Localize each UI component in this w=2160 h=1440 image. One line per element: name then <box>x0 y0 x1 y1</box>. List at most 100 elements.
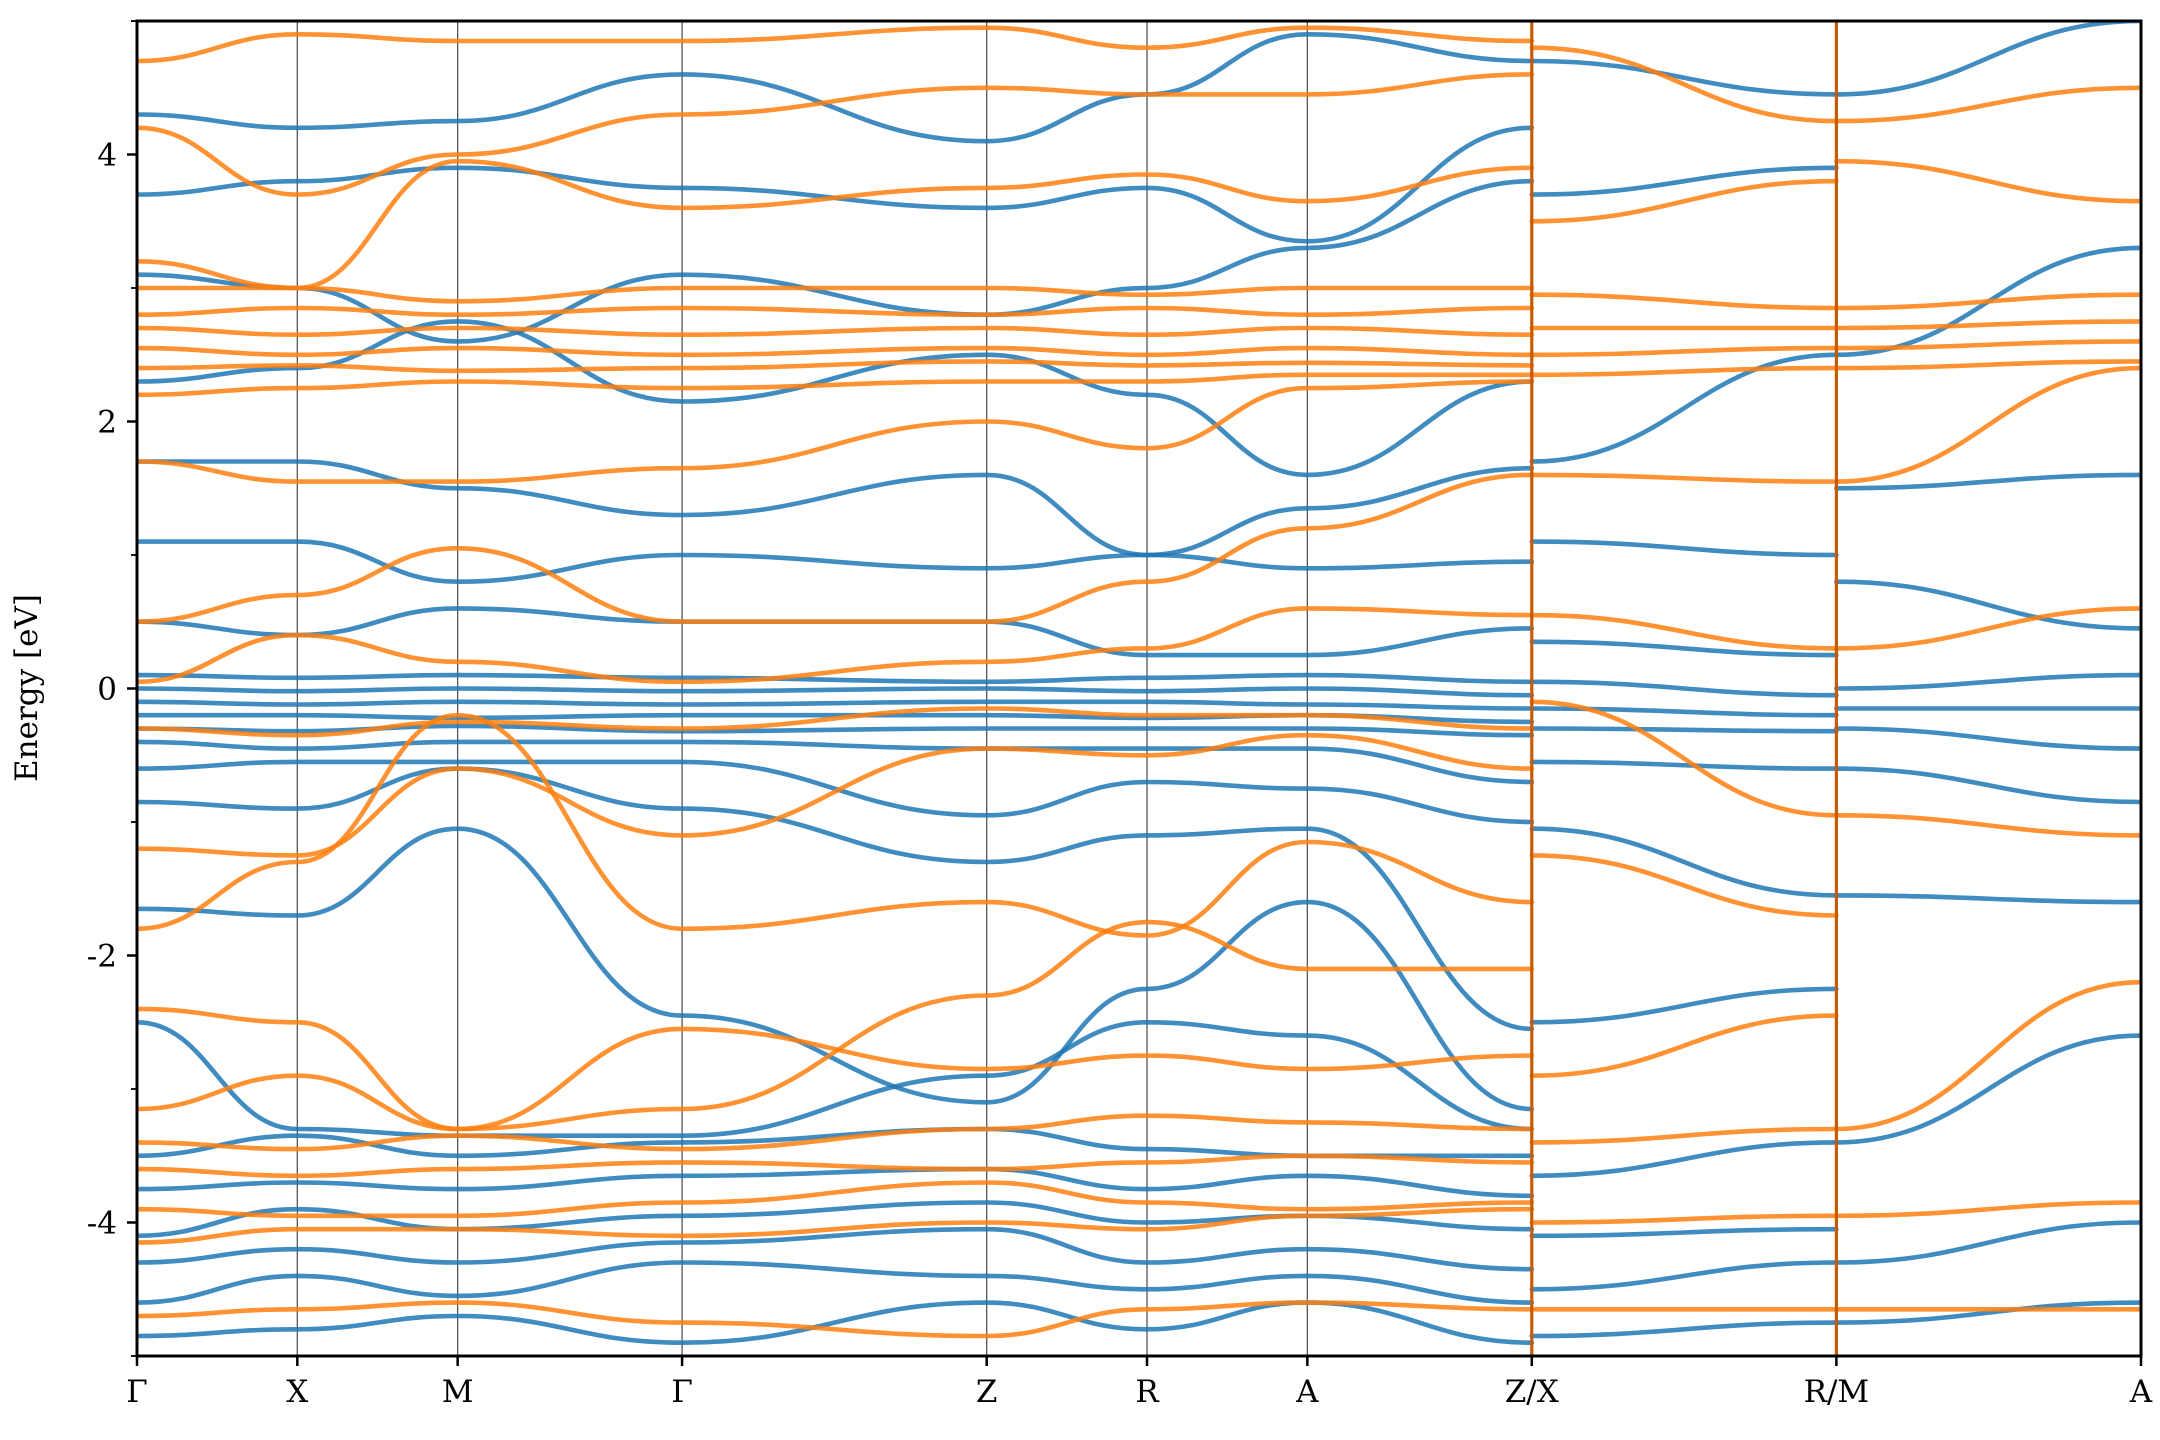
band-line-spin-up <box>1834 672 2141 691</box>
band-line-spin-up <box>137 1260 1535 1305</box>
band-line-spin-down <box>1529 1013 1839 1078</box>
band-line-spin-up <box>137 1166 1535 1199</box>
band-line-spin-down <box>1834 1200 2141 1219</box>
band-line-spin-down <box>1834 365 2141 484</box>
band-line-spin-up <box>1529 986 1839 1025</box>
band-line-spin-down <box>137 25 1535 64</box>
band-line-spin-up <box>1834 1300 2141 1325</box>
x-tick-label: R <box>1135 1374 1160 1410</box>
y-tick-label: 4 <box>97 138 117 174</box>
x-tick-label: Γ <box>671 1374 693 1410</box>
band-line-spin-down <box>1529 699 1839 818</box>
band-line-spin-up <box>137 766 1535 1032</box>
band-line-spin-up <box>1529 759 1839 771</box>
band-line-spin-down <box>1834 85 2141 124</box>
band-line-spin-down <box>137 706 1535 738</box>
x-tick-label: Γ <box>126 1374 148 1410</box>
band-line-spin-up <box>1529 1140 1839 1179</box>
band-line-spin-up <box>137 178 1535 344</box>
band-line-spin-up <box>1529 1260 1839 1292</box>
band-line-spin-up <box>1529 539 1839 558</box>
band-line-spin-down <box>1834 319 2141 331</box>
y-axis-label: Energy [eV] <box>9 594 45 782</box>
band-line-spin-up <box>137 125 1535 244</box>
band-line-spin-up <box>1834 893 2141 905</box>
band-line-spin-down <box>1529 292 1839 311</box>
band-line-spin-down <box>1834 606 2141 651</box>
band-line-spin-up <box>1529 726 1839 734</box>
band-line-spin-up <box>137 1020 1535 1139</box>
x-tick-label: M <box>442 1374 474 1410</box>
band-line-spin-down <box>1529 472 1839 484</box>
band-line-spin-up <box>137 672 1535 685</box>
y-axis: -4 -2 0 2 4 <box>87 20 137 1357</box>
band-line-spin-down <box>1834 292 2141 311</box>
band-line-spin-up <box>1834 1033 2141 1145</box>
y-tick-label: 2 <box>97 405 117 441</box>
band-line-spin-up <box>1834 21 2141 97</box>
band-line-spin-up <box>137 686 1535 698</box>
y-tick-label: 0 <box>97 672 117 708</box>
band-line-spin-up <box>1834 1220 2141 1265</box>
band-line-spin-up <box>137 723 1535 738</box>
band-line-spin-down <box>1834 339 2141 351</box>
band-line-spin-up <box>1834 472 2141 491</box>
band-line-spin-up <box>1834 766 2141 805</box>
bands <box>137 21 2141 1345</box>
band-line-spin-down <box>1529 345 1839 358</box>
band-line-spin-down <box>1529 1126 1839 1145</box>
band-line-spin-up <box>1529 58 1839 97</box>
band-line-spin-down <box>137 372 1535 398</box>
band-line-spin-up <box>137 759 1535 825</box>
band-line-spin-down <box>137 345 1535 358</box>
band-line-spin-down <box>1529 178 1839 224</box>
band-line-spin-down <box>137 1300 1535 1339</box>
segment-breaks <box>1530 21 1838 1356</box>
band-line-spin-down <box>137 732 1535 858</box>
band-line-spin-down <box>1529 365 1839 378</box>
band-line-spin-down <box>1834 359 2141 371</box>
band-line-spin-up <box>1529 679 1839 698</box>
band-line-spin-up <box>137 319 1535 478</box>
band-line-spin-up <box>137 31 1535 144</box>
y-tick-label: -4 <box>87 1206 117 1242</box>
band-line-spin-up <box>1834 726 2141 751</box>
band-line-spin-down <box>1529 853 1839 918</box>
band-line-spin-up <box>1529 639 1839 658</box>
band-line-spin-down <box>1834 813 2141 838</box>
band-line-spin-down <box>137 305 1535 317</box>
band-line-spin-up <box>137 739 1535 785</box>
band-line-spin-down <box>1529 1213 1839 1225</box>
band-line-spin-down <box>137 1180 1535 1219</box>
band-line-spin-down <box>137 1206 1535 1245</box>
band-line-spin-down <box>1834 979 2141 1132</box>
band-line-spin-down <box>137 72 1535 197</box>
band-line-spin-up <box>1834 579 2141 631</box>
y-tick-label: -2 <box>87 939 117 975</box>
band-line-spin-up <box>137 699 1535 711</box>
band-line-spin-down <box>137 1006 1535 1132</box>
band-line-spin-down <box>137 325 1535 337</box>
band-line-spin-up <box>137 826 1535 1112</box>
band-line-spin-down <box>137 285 1535 304</box>
band-line-spin-up <box>137 1226 1535 1272</box>
x-tick-label: X <box>286 1374 308 1410</box>
x-tick-label: Z/X <box>1505 1374 1559 1410</box>
x-tick-label: A <box>2129 1374 2153 1410</box>
band-line-spin-up <box>1529 1226 1839 1239</box>
band-line-spin-down <box>137 1113 1535 1152</box>
band-line-spin-down <box>1834 158 2141 204</box>
band-line-spin-up <box>1529 1320 1839 1339</box>
x-tick-label: A <box>1295 1374 1319 1410</box>
band-line-spin-down <box>137 919 1535 1132</box>
band-line-spin-up <box>137 539 1535 584</box>
band-line-spin-up <box>1529 352 1839 464</box>
band-line-spin-down <box>1529 612 1839 651</box>
band-line-spin-up <box>1529 826 1839 898</box>
x-tick-label: R/M <box>1804 1374 1870 1410</box>
band-line-spin-down <box>137 359 1535 374</box>
band-line-spin-up <box>137 459 1535 558</box>
band-line-spin-down <box>137 379 1535 484</box>
x-tick-label: Z <box>976 1374 998 1410</box>
